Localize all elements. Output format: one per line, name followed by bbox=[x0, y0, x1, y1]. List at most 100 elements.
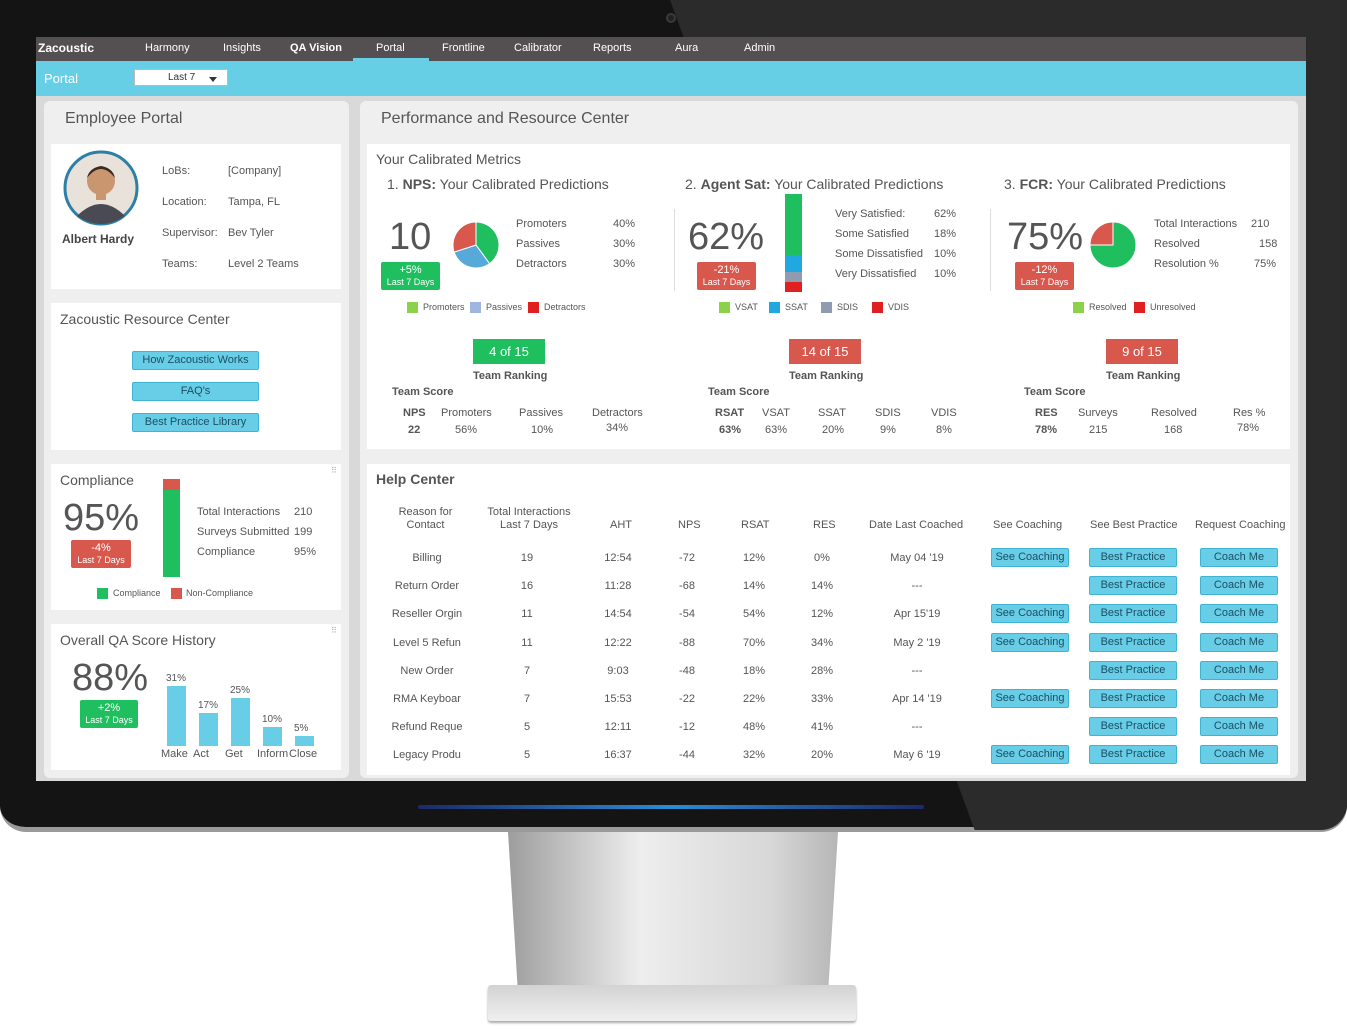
surveys-submitted-label: Surveys Submitted bbox=[197, 526, 290, 538]
cell-date: --- bbox=[911, 664, 923, 677]
table-row: New Order 7 9:03 -48 18% 28% --- Best Practice C… bbox=[367, 659, 1290, 683]
calibrated-metrics-title: Your Calibrated Metrics bbox=[376, 151, 521, 167]
location-label: Location: bbox=[162, 196, 207, 208]
employee-card: Albert Hardy LoBs: Location: Supervisor:… bbox=[51, 144, 341, 289]
cell-total: 5 bbox=[523, 749, 531, 762]
sat-some-dissatisfied-value: 10% bbox=[934, 248, 957, 260]
fcr-val-res-pct: 78% bbox=[1237, 422, 1260, 434]
fcr-team-score-label: Team Score bbox=[1024, 386, 1086, 398]
card-menu-icon[interactable]: ⠿ bbox=[331, 626, 337, 635]
coach-me-button[interactable]: Coach Me bbox=[1200, 604, 1278, 624]
date-range-select[interactable]: Last 7 bbox=[134, 69, 228, 86]
see-coaching-button[interactable]: See Coaching bbox=[991, 745, 1069, 765]
see-coaching-button[interactable]: See Coaching bbox=[991, 548, 1069, 567]
faq-button[interactable]: FAQ's bbox=[132, 382, 259, 401]
nps-slice-detractors bbox=[452, 221, 477, 253]
compliance-value: 95% bbox=[294, 546, 317, 558]
sat-very-satisfied-value: 62% bbox=[934, 208, 957, 220]
monitor-stand-base bbox=[488, 985, 856, 1021]
nav-calibrator[interactable]: Calibrator bbox=[514, 42, 562, 54]
supervisor-value: Bev Tyler bbox=[228, 227, 274, 239]
cell-date: May 04 '19 bbox=[890, 552, 944, 564]
nav-aura[interactable]: Aura bbox=[675, 42, 699, 54]
monitor-stand-neck bbox=[508, 832, 838, 992]
surveys-submitted-value: 199 bbox=[294, 526, 313, 538]
best-practice-button[interactable]: Best Practice bbox=[1089, 576, 1177, 596]
cell-res: 34% bbox=[810, 636, 834, 649]
sat-very-satisfied-label: Very Satisfied: bbox=[835, 208, 906, 220]
cell-nps: -22 bbox=[679, 693, 695, 705]
nav-admin[interactable]: Admin bbox=[744, 42, 776, 54]
fcr-val-res: 78% bbox=[1035, 424, 1058, 436]
nav-portal[interactable]: Portal bbox=[376, 42, 405, 54]
fcr-pie-chart bbox=[1089, 221, 1137, 269]
nav-reports[interactable]: Reports bbox=[593, 42, 632, 54]
coach-me-button[interactable]: Coach Me bbox=[1200, 576, 1278, 596]
nps-val-nps: 22 bbox=[408, 424, 421, 436]
fcr-number: 3. bbox=[1004, 176, 1016, 192]
legend-passives-swatch bbox=[470, 302, 481, 313]
fcr-rank-label: Team Ranking bbox=[1106, 370, 1181, 382]
coach-me-button[interactable]: Coach Me bbox=[1200, 632, 1278, 652]
best-practice-button[interactable]: Best Practice bbox=[1089, 745, 1177, 765]
nps-col-passives: Passives bbox=[519, 407, 564, 419]
coach-me-button[interactable]: Coach Me bbox=[1200, 745, 1278, 765]
cell-rsat: 14% bbox=[742, 580, 766, 593]
cell-res: 28% bbox=[810, 664, 834, 677]
coach-me-button[interactable]: Coach Me bbox=[1200, 717, 1278, 737]
see-coaching-button[interactable]: See Coaching bbox=[991, 689, 1069, 708]
card-menu-icon[interactable]: ⠿ bbox=[331, 466, 337, 475]
how-zacoustic-works-button[interactable]: How Zacoustic Works bbox=[132, 351, 259, 370]
best-practice-button[interactable]: Best Practice bbox=[1089, 660, 1177, 680]
legend-passives: Passives bbox=[486, 302, 523, 312]
cell-reason: Reseller Orgin bbox=[391, 608, 463, 621]
nav-qa-vision[interactable]: QA Vision bbox=[290, 42, 342, 54]
nps-passives-label: Passives bbox=[516, 238, 561, 250]
best-practice-button[interactable]: Best Practice bbox=[1089, 689, 1177, 708]
qa-bar-inform bbox=[263, 726, 282, 746]
coach-me-button[interactable]: Coach Me bbox=[1200, 548, 1278, 567]
nps-heading-bold: NPS: bbox=[402, 176, 437, 192]
qa-period: Last 7 Days bbox=[85, 715, 133, 725]
coach-me-button[interactable]: Coach Me bbox=[1200, 689, 1278, 708]
nav-frontline[interactable]: Frontline bbox=[442, 42, 485, 54]
sat-col-vdis: VDIS bbox=[931, 407, 957, 419]
fcr-col-res: RES bbox=[1035, 407, 1058, 419]
cell-rsat: 22% bbox=[742, 693, 766, 705]
legend-non-compliance: Non-Compliance bbox=[186, 588, 254, 598]
nps-detractors-label: Detractors bbox=[516, 258, 567, 270]
qa-category-label: Get bbox=[225, 748, 243, 760]
best-practice-button[interactable]: Best Practice bbox=[1089, 632, 1177, 652]
coach-me-button[interactable]: Coach Me bbox=[1200, 660, 1278, 680]
fcr-period: Last 7 Days bbox=[1020, 277, 1069, 287]
fcr-slice-unresolved bbox=[1089, 221, 1114, 246]
cell-reason: Refund Reque bbox=[391, 721, 463, 734]
see-coaching-button[interactable]: See Coaching bbox=[991, 604, 1069, 624]
compliance-title: Compliance bbox=[60, 472, 134, 488]
table-row: Reseller Orgin 11 14:54 -54 54% 12% Apr 15'19 S… bbox=[367, 602, 1290, 626]
nps-col-detractors: Detractors bbox=[592, 407, 643, 419]
col-aht: AHT bbox=[610, 519, 632, 531]
best-practice-button[interactable]: Best Practice bbox=[1089, 548, 1177, 567]
nps-period: Last 7 Days bbox=[386, 277, 435, 287]
supervisor-label: Supervisor: bbox=[162, 227, 218, 239]
cell-aht: 9:03 bbox=[607, 664, 629, 677]
cell-res: 12% bbox=[810, 608, 834, 621]
qa-category-label: Make bbox=[161, 748, 188, 760]
nav-insights[interactable]: Insights bbox=[223, 42, 261, 54]
see-coaching-button[interactable]: See Coaching bbox=[991, 632, 1069, 652]
cell-date: --- bbox=[911, 721, 923, 734]
best-practice-button[interactable]: Best Practice bbox=[1089, 604, 1177, 624]
cell-aht: 15:53 bbox=[604, 693, 632, 705]
col-rsat: RSAT bbox=[741, 519, 770, 531]
best-practice-library-button[interactable]: Best Practice Library bbox=[132, 413, 259, 432]
portal-bar: Portal Last 7 bbox=[36, 61, 1306, 96]
monitor-light bbox=[418, 805, 924, 809]
qa-category-label: Act bbox=[193, 748, 209, 760]
cell-reason: New Order bbox=[400, 664, 454, 677]
best-practice-button[interactable]: Best Practice bbox=[1089, 717, 1177, 737]
nav-harmony[interactable]: Harmony bbox=[145, 42, 190, 54]
left-column: Employee Portal Albert Hardy LoBs: Locat… bbox=[44, 101, 349, 778]
qa-history-chart: 31% 17% 25% 10% 5% bbox=[163, 668, 323, 746]
